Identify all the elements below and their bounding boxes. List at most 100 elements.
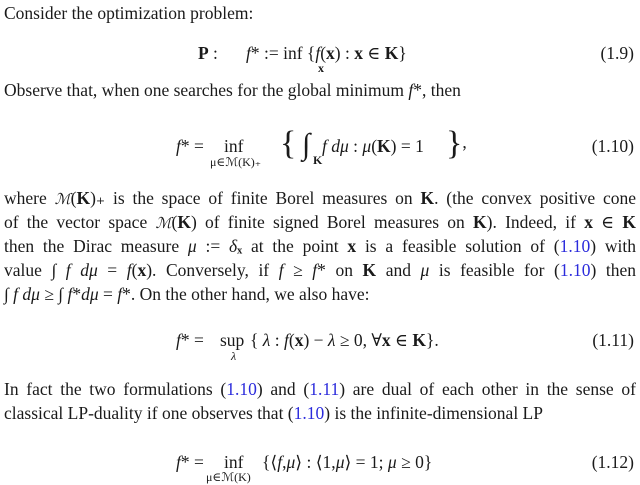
text-segment: ≥ ∫: [39, 284, 68, 304]
text-segment: ≥: [283, 260, 313, 280]
text-line: classical LP-duality if one observes tha…: [4, 402, 636, 424]
equation-label: (1.12): [591, 452, 634, 472]
text-segment: f: [246, 43, 251, 63]
text-segment: In fact the two formulations (: [4, 379, 227, 399]
text-segment: where: [4, 188, 55, 208]
text-segment: f: [315, 43, 321, 63]
text-segment: ℳ: [155, 214, 172, 232]
text-segment: K: [622, 212, 636, 232]
text-segment: (: [288, 330, 295, 350]
text-segment: λ: [262, 330, 271, 350]
text-segment: f: [408, 80, 414, 100]
text-segment: Observe that, when one searches for the …: [4, 80, 409, 100]
inf-subscript: μ∈ℳ(K)₊: [210, 155, 262, 169]
text-segment: K: [473, 212, 487, 232]
text-segment: f: [278, 260, 284, 280]
text-segment: μ: [187, 236, 197, 256]
text-segment: f: [67, 284, 73, 304]
text-line: then the Dirac measure μ := δₓ at the po…: [4, 235, 636, 257]
equation-lhs: f* =: [176, 451, 204, 473]
text-segment: (: [320, 43, 327, 63]
intro-line: Consider the optimization problem:: [4, 2, 636, 24]
equation-label: (1.9): [600, 43, 634, 63]
problem-name: P: [198, 43, 209, 63]
text-segment: x: [381, 330, 391, 350]
text-segment: f dμ: [65, 260, 98, 280]
text-segment: f: [284, 330, 289, 350]
text-segment: ,: [282, 452, 287, 472]
equation-reference-link[interactable]: 1.10: [559, 260, 591, 280]
text-segment: then the Dirac measure: [4, 236, 188, 256]
equation-reference-link[interactable]: 1.10: [226, 379, 257, 399]
text-segment: ) are dual of each other in the sense of: [339, 379, 636, 399]
text-segment: *, then: [413, 80, 461, 100]
inf-subscript: μ∈ℳ(K): [206, 470, 251, 484]
text-segment: {⟨: [262, 452, 278, 472]
integral-subscript: K: [313, 153, 323, 167]
text-segment: ℳ: [54, 190, 71, 208]
text-segment: ≥ 0, ∀: [335, 330, 382, 350]
text-segment: classical LP-duality if one observes tha…: [4, 403, 294, 423]
sup-subscript: λ: [231, 349, 237, 363]
text-segment: μ: [335, 452, 345, 472]
text-segment: x: [137, 260, 147, 280]
equation-reference-link[interactable]: 1.10: [293, 403, 325, 423]
text-segment: }.: [426, 330, 439, 350]
text-segment: dμ: [81, 284, 99, 304]
text-segment: f dμ: [13, 284, 40, 304]
text-segment: x: [354, 43, 363, 63]
text-segment: ) and (: [256, 379, 310, 399]
text-line: where ℳ(K)₊ is the space of finite Borel…: [4, 187, 636, 210]
equation-body: f dμ : μ(K) = 1: [322, 135, 424, 157]
text-segment: K: [377, 136, 391, 156]
right-brace: },: [446, 125, 467, 162]
text-segment: x: [584, 212, 593, 232]
inf-operator: inf: [224, 452, 244, 472]
text-segment: =: [97, 260, 127, 280]
equation-label: (1.11): [592, 330, 634, 350]
text-segment: ). Conversely, if: [146, 260, 279, 280]
text-segment: f: [277, 452, 283, 472]
text-segment: ∫: [4, 284, 14, 304]
text-segment: ∈: [592, 212, 623, 232]
text-line: value ∫ f dμ = f(x). Conversely, if f ≥ …: [4, 259, 636, 281]
inf-subscript: x: [318, 61, 324, 75]
text-segment: ) :: [334, 43, 355, 63]
equation-reference-link[interactable]: 1.11: [309, 379, 340, 399]
text-segment: ) then: [590, 260, 636, 280]
text-segment: *. On the other hand, we also have:: [122, 284, 370, 304]
left-brace: {: [280, 125, 297, 162]
text-segment: K: [420, 188, 435, 208]
text-segment: * on: [317, 260, 363, 280]
text-segment: ⟩ = 1;: [344, 452, 388, 472]
text-segment: f: [312, 260, 318, 280]
text-segment: ) −: [303, 330, 328, 350]
equation-lhs: f* =: [176, 329, 204, 351]
text-segment: of the vector space: [4, 212, 156, 232]
text-segment: x: [294, 330, 304, 350]
text-line: Observe that, when one searches for the …: [4, 79, 636, 101]
text-segment: at the point: [242, 236, 348, 256]
text-segment: ) with: [590, 236, 636, 256]
text-segment: Consider the optimization problem:: [4, 3, 254, 23]
text-segment: ): [90, 188, 96, 208]
text-segment: (: [70, 188, 77, 208]
text-segment: f: [126, 260, 132, 280]
text-segment: :: [348, 136, 363, 156]
text-segment: (: [171, 212, 178, 232]
text-segment: * =: [180, 136, 204, 156]
text-segment: K: [362, 260, 377, 280]
text-segment: *: [72, 284, 82, 304]
text-segment: ≥ 0}: [396, 452, 433, 472]
text-segment: is feasible for (: [429, 260, 560, 280]
equation-reference-link[interactable]: 1.10: [559, 236, 591, 256]
text-segment: ) of finite signed Borel measures on: [190, 212, 474, 232]
inf-operator: inf: [224, 136, 244, 156]
text-segment: μ: [387, 452, 397, 472]
text-segment: f dμ: [322, 136, 349, 156]
text-segment: K: [76, 188, 91, 208]
equation-label: (1.10): [591, 136, 634, 156]
text-segment: K: [177, 212, 191, 232]
text-segment: f: [176, 330, 181, 350]
text-line: ∫ f dμ ≥ ∫ f*dμ = f*. On the other hand,…: [4, 283, 636, 305]
